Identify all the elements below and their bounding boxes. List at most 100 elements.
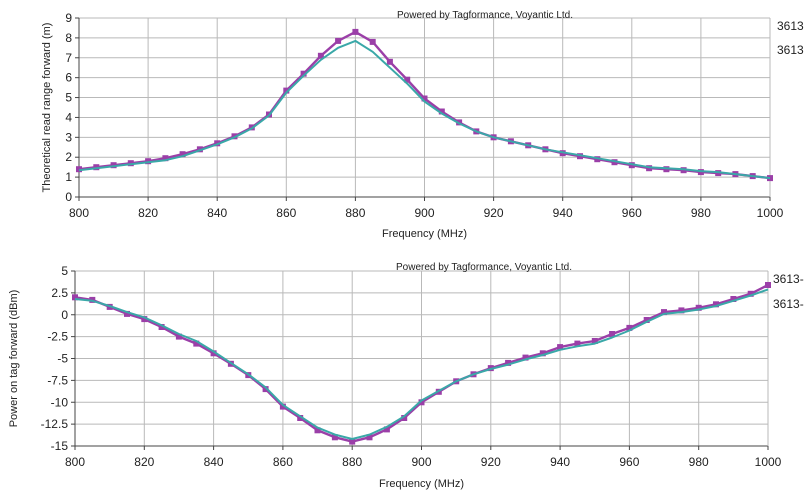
data-point [193, 340, 200, 347]
data-point [591, 338, 598, 344]
data-point [349, 438, 356, 445]
data-point [421, 95, 428, 102]
data-point [522, 354, 529, 361]
data-point [713, 301, 719, 308]
x-tick-label: 920 [484, 206, 504, 220]
x-tick-label: 820 [134, 455, 154, 469]
data-point [369, 38, 376, 45]
y-tick-label: 9 [65, 11, 72, 25]
data-point [626, 324, 633, 331]
y-tick-label: 6 [65, 71, 72, 85]
data-point [661, 309, 667, 316]
series-1 [72, 282, 771, 445]
y-tick-label: 5 [65, 91, 72, 105]
y-tick-label: -2.5 [47, 330, 68, 344]
legend-entry: 3613- [773, 272, 804, 286]
data-point [262, 386, 269, 393]
data-point [747, 290, 754, 297]
data-point [331, 434, 338, 441]
data-point [438, 108, 445, 115]
data-point [401, 415, 408, 421]
x-tick-label: 980 [689, 455, 709, 469]
x-tick-label: 1000 [755, 455, 782, 469]
data-point [317, 52, 324, 59]
data-point [643, 317, 650, 323]
y-tick-label: -10 [51, 395, 69, 409]
data-point [765, 282, 771, 288]
y-axis-label: Theoretical read range forward (m) [41, 23, 53, 193]
data-point [175, 333, 182, 340]
data-point [695, 304, 702, 311]
y-tick-label: -15 [51, 439, 69, 453]
y-tick-label: 4 [65, 110, 72, 124]
chart-1: 0 1 2 3 4 5 6 7 8 9 800 820 840 860 880 900 920 940 960 980… [41, 10, 804, 240]
x-tick-label: 960 [622, 206, 642, 220]
data-point [300, 70, 307, 77]
watermark-annotation: Powered by Tagformance, Voyantic Ltd. [397, 10, 573, 21]
data-point [141, 316, 148, 323]
grid [74, 270, 769, 447]
data-point [124, 310, 130, 317]
data-point [383, 426, 390, 433]
data-point [539, 350, 546, 357]
y-tick-label: 0 [65, 190, 72, 204]
x-tick-label: 800 [69, 206, 89, 220]
x-tick-label: 1000 [757, 206, 784, 220]
data-point [279, 403, 286, 410]
x-tick-label: 880 [345, 206, 365, 220]
data-point [335, 37, 342, 44]
data-point [352, 28, 359, 35]
data-point [72, 294, 78, 301]
data-point [158, 324, 165, 330]
data-point [505, 359, 512, 366]
legend-entry: 3613- [773, 297, 804, 311]
x-tick-label: 800 [65, 455, 85, 469]
data-point [210, 350, 217, 357]
x-tick-label: 840 [207, 206, 227, 220]
x-tick-label: 900 [414, 206, 434, 220]
data-point [297, 415, 304, 421]
y-axis-label: Power on tag forward (dBm) [8, 290, 20, 428]
y-tick-label: -12.5 [41, 417, 69, 431]
x-tick-label: 860 [276, 206, 296, 220]
series-line [74, 288, 769, 440]
data-point [418, 399, 425, 406]
y-tick-label: 8 [65, 31, 72, 45]
x-tick-label: 820 [138, 206, 158, 220]
x-tick-label: 920 [481, 455, 501, 469]
series-line [78, 39, 771, 180]
series-2 [78, 39, 771, 180]
x-tick-label: 840 [204, 455, 224, 469]
x-tick-label: 940 [553, 206, 573, 220]
y-tick-label: -5 [57, 352, 68, 366]
data-point [557, 344, 564, 351]
y-tick-label: 2 [65, 150, 72, 164]
x-axis-label: Frequency (MHz) [379, 478, 464, 490]
chart-2: 5 2.5 0 -2.5 -5 -7.5 -10 -12.5 -15 800 820 840 860 88… [8, 262, 804, 490]
data-point [404, 76, 411, 83]
legend-entry: 3613 [777, 43, 804, 57]
data-point [678, 307, 685, 314]
data-point [283, 87, 290, 94]
data-point [314, 427, 321, 434]
x-tick-label: 940 [550, 455, 570, 469]
y-tick-label: 3 [65, 130, 72, 144]
data-point [609, 331, 616, 337]
y-tick-label: 7 [65, 51, 72, 65]
x-tick-label: 980 [691, 206, 711, 220]
x-axis-label: Frequency (MHz) [382, 228, 467, 240]
watermark-annotation: Powered by Tagformance, Voyantic Ltd. [396, 262, 572, 273]
data-point [366, 434, 373, 441]
y-tick-label: 1 [65, 170, 72, 184]
data-point [162, 155, 169, 162]
data-point [386, 58, 393, 65]
x-tick-label: 880 [342, 455, 362, 469]
x-tick-label: 860 [273, 455, 293, 469]
y-tick-label: -7.5 [47, 373, 68, 387]
x-tick-label: 960 [619, 455, 639, 469]
y-tick-label: 2.5 [51, 286, 68, 300]
y-tick-label: 0 [61, 308, 68, 322]
x-tick-label: 900 [411, 455, 431, 469]
data-point [179, 151, 186, 158]
